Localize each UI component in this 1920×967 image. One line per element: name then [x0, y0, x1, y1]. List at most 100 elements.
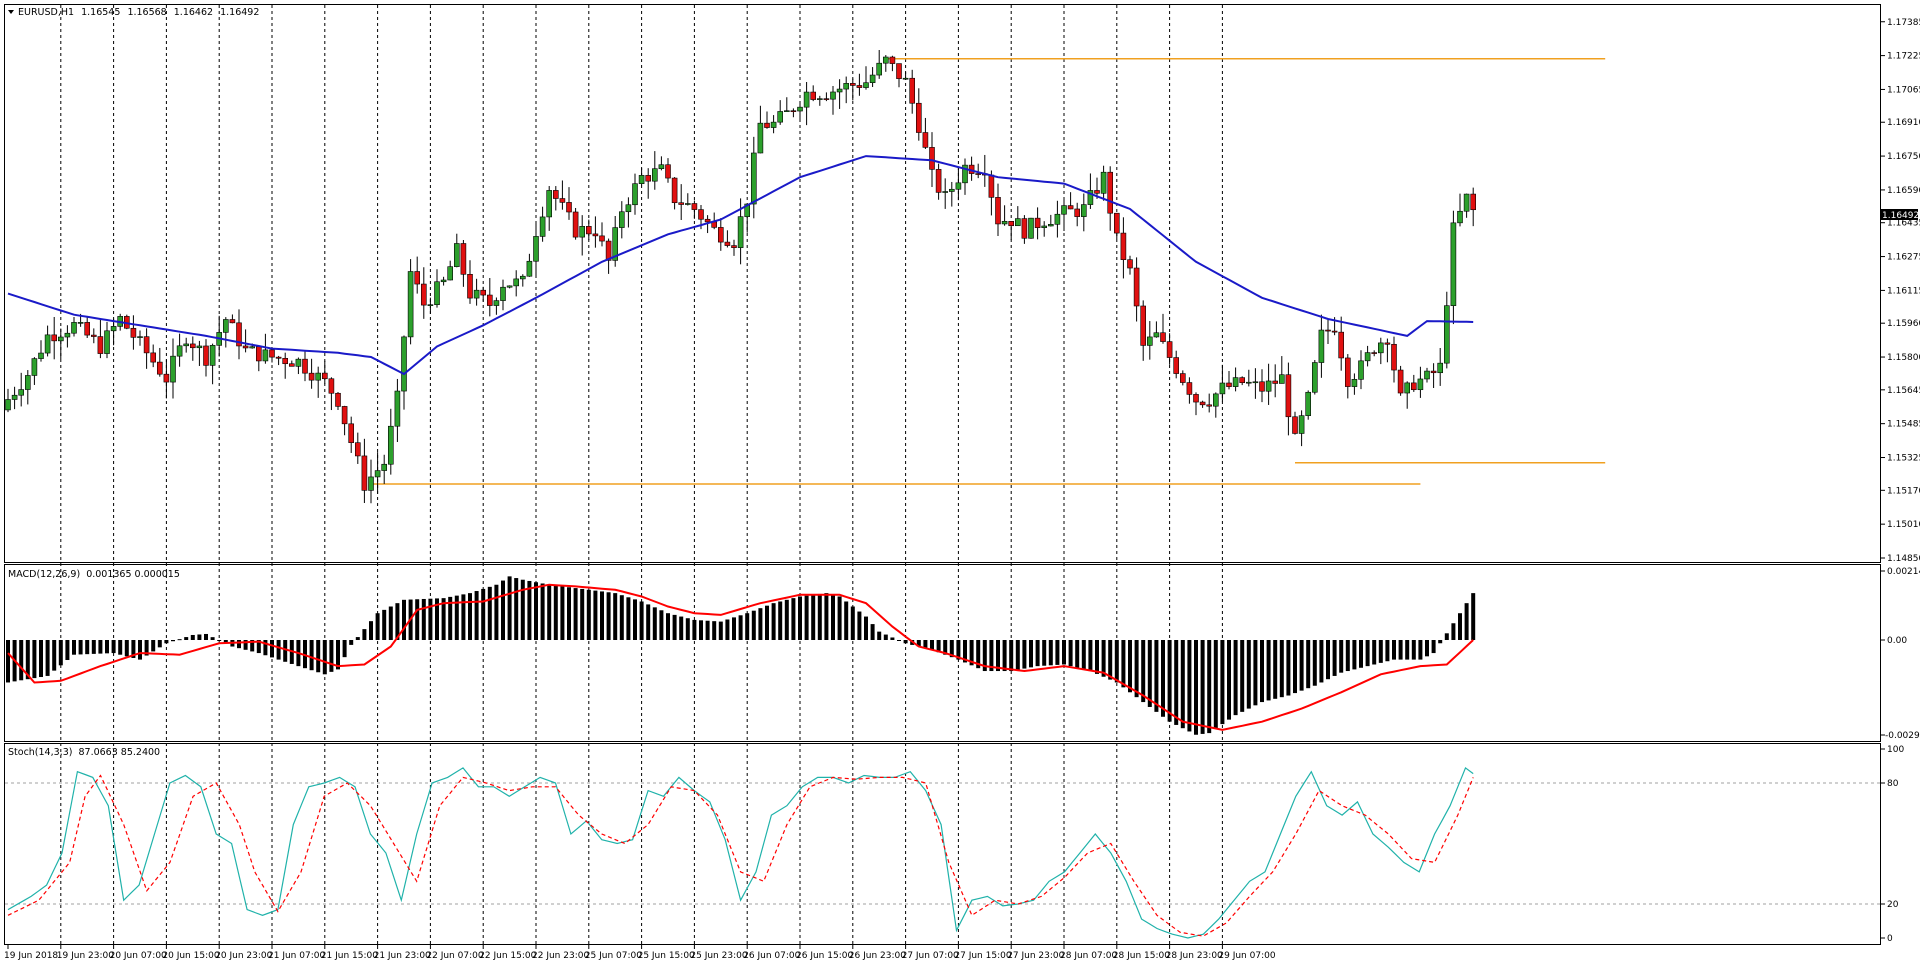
candle: [1034, 207, 1041, 240]
candle: [1338, 316, 1344, 371]
candle: [269, 348, 275, 363]
candle-body: [948, 188, 955, 192]
candle-body: [11, 394, 18, 400]
macd-bar: [969, 640, 974, 666]
macd-bar: [164, 640, 169, 644]
candle-body: [308, 372, 315, 381]
macd-bar: [250, 640, 255, 652]
macd-bar: [428, 598, 433, 640]
macd-bar: [283, 640, 288, 662]
candle: [414, 256, 421, 294]
macd-bar: [718, 621, 723, 640]
macd-bar: [784, 599, 789, 640]
candle-body: [1147, 336, 1153, 346]
candle: [176, 333, 183, 367]
macd-bar: [817, 593, 822, 640]
candle: [1404, 381, 1410, 409]
candle: [57, 328, 64, 360]
price-header: EURUSD,H1 1.16545 1.16568 1.16462 1.1649…: [8, 7, 259, 18]
candle: [1252, 368, 1259, 399]
macd-bar: [72, 640, 76, 655]
horizontal-levels[interactable]: [371, 58, 1606, 485]
candle-body: [130, 327, 137, 338]
price-tick-label: 1.15645: [1887, 386, 1920, 396]
candle-body: [255, 346, 262, 362]
candle-body: [585, 226, 592, 235]
macd-bar: [1240, 640, 1245, 712]
ohlc-high: 1.16568: [127, 7, 166, 18]
candle: [896, 63, 902, 88]
candle: [757, 105, 764, 154]
candle: [612, 215, 619, 267]
candlesticks[interactable]: [5, 50, 1476, 504]
macd-bar: [1180, 640, 1185, 729]
macd-bar: [963, 640, 967, 663]
candle: [1305, 390, 1311, 420]
macd-bar: [573, 588, 578, 640]
candle-body: [354, 442, 361, 457]
price-tick-label: 1.17385: [1887, 18, 1920, 28]
macd-bar: [1194, 640, 1198, 735]
macd-bar: [1114, 640, 1119, 683]
candle: [236, 309, 242, 360]
candle-body: [1470, 193, 1476, 211]
candle-body: [407, 271, 414, 338]
candle: [836, 79, 843, 109]
candle-body: [915, 102, 922, 133]
macd-bar: [553, 585, 558, 640]
moving-average-line: [7, 155, 1474, 376]
candle: [130, 315, 137, 350]
macd-bar: [151, 640, 156, 652]
candle: [526, 253, 533, 277]
candle: [955, 167, 962, 201]
candle-body: [1041, 225, 1047, 228]
candle: [902, 72, 909, 80]
macd-bar: [131, 640, 136, 658]
price-axis[interactable]: 1.17385 1.17225 1.17065 1.16910 1.16750 1.165…: [1880, 18, 1920, 564]
macd-bar: [1458, 613, 1462, 640]
candle: [572, 207, 579, 240]
candle-body: [1140, 305, 1146, 346]
candle: [328, 377, 335, 411]
candle-body: [269, 349, 275, 358]
macd-bar: [45, 640, 50, 676]
candle: [750, 136, 757, 219]
candle: [1371, 350, 1377, 357]
time-label: 25 Jun 15:00: [638, 951, 695, 961]
candle: [434, 269, 440, 308]
candle-body: [777, 111, 784, 123]
candle-body: [1226, 382, 1232, 387]
candle-body: [368, 476, 374, 491]
macd-bar: [903, 640, 908, 644]
candle: [1008, 220, 1015, 240]
candle-body: [922, 132, 929, 148]
candle: [361, 438, 368, 503]
macd-bar: [395, 603, 400, 640]
price-pane[interactable]: [4, 4, 1881, 563]
candle: [321, 360, 328, 384]
macd-bar: [804, 595, 809, 640]
macd-bar: [474, 591, 479, 640]
collapse-triangle-icon[interactable]: [8, 10, 14, 14]
macd-bar: [712, 621, 717, 640]
time-label: 26 Jun 07:00: [743, 951, 800, 961]
current-price-marker: 1.16492: [1880, 209, 1919, 221]
candle: [1147, 321, 1153, 360]
candle-body: [638, 175, 645, 184]
candle-body: [302, 358, 308, 374]
macd-bar: [600, 591, 604, 640]
stoch-pane[interactable]: [4, 743, 1881, 945]
candle: [275, 355, 282, 366]
candle: [995, 183, 1001, 237]
candle: [453, 233, 460, 268]
macd-bar: [705, 620, 710, 640]
macd-bar: [646, 604, 651, 640]
candle: [625, 197, 632, 228]
candle-body: [1285, 374, 1292, 418]
macd-bar: [375, 613, 380, 640]
candle: [394, 378, 401, 443]
macd-pane[interactable]: [4, 564, 1881, 742]
candle-body: [1034, 217, 1041, 228]
